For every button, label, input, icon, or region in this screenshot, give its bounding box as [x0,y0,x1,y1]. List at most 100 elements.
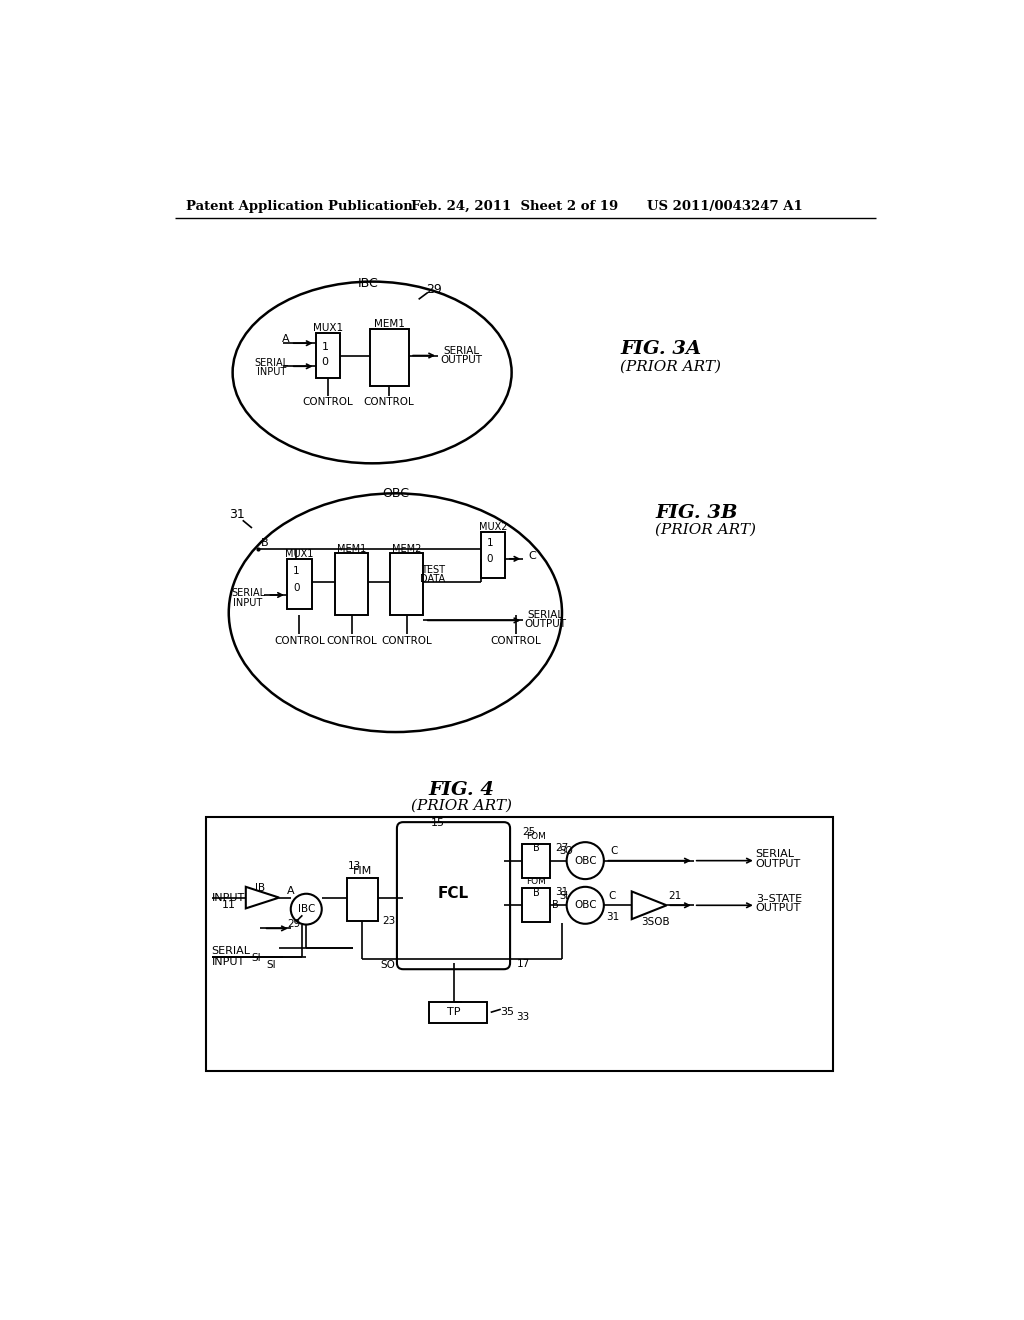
Text: 31: 31 [555,887,568,898]
Text: OBC: OBC [573,855,597,866]
Text: INPUT: INPUT [233,598,263,607]
Text: 31: 31 [228,508,245,520]
Text: FOM: FOM [526,876,546,886]
Text: CONTROL: CONTROL [364,397,415,407]
Text: FIM: FIM [352,866,372,876]
Text: SERIAL: SERIAL [231,589,265,598]
Text: SERIAL: SERIAL [527,610,563,620]
Text: 35: 35 [500,1007,514,1018]
Text: CONTROL: CONTROL [327,636,377,647]
Text: FIG. 3B: FIG. 3B [655,504,737,521]
Text: OUTPUT: OUTPUT [756,859,801,869]
Text: 3–STATE: 3–STATE [756,894,802,904]
Text: C: C [608,891,615,902]
Text: MEM2: MEM2 [392,544,421,554]
Text: INPUT: INPUT [257,367,286,378]
Text: SERIAL: SERIAL [212,946,251,957]
Circle shape [566,887,604,924]
Text: 1: 1 [293,566,299,576]
Text: IBC: IBC [357,277,379,289]
Text: OBC: OBC [573,900,597,911]
Text: SI: SI [251,953,261,962]
Bar [346,878,378,921]
Text: A: A [287,887,295,896]
Text: SERIAL: SERIAL [756,850,795,859]
Text: B: B [552,900,558,911]
Text: CONTROL: CONTROL [490,636,541,647]
Text: 0: 0 [293,583,299,593]
Text: MUX2: MUX2 [479,523,507,532]
Text: SI: SI [560,891,568,902]
Text: 29: 29 [426,282,442,296]
Text: 29: 29 [287,919,300,929]
Text: A: A [283,334,290,343]
Text: B: B [532,842,540,853]
Bar [315,333,340,378]
Bar [287,558,311,609]
Text: OUTPUT: OUTPUT [524,619,566,630]
Text: FIG. 4: FIG. 4 [428,781,495,799]
Bar [521,843,550,878]
Text: 1: 1 [322,342,329,352]
Text: 15: 15 [431,818,445,828]
Text: FIG. 3A: FIG. 3A [621,341,701,358]
Bar [370,330,409,385]
Circle shape [566,842,604,879]
Text: FCL: FCL [438,886,469,902]
Text: 33: 33 [517,1012,529,1022]
Bar [480,532,506,578]
Text: INPUT: INPUT [212,892,245,903]
Bar [429,1002,486,1023]
Bar [206,817,834,1071]
Text: MUX1: MUX1 [285,549,313,560]
Text: CONTROL: CONTROL [302,397,353,407]
Text: MEM1: MEM1 [374,319,404,329]
Text: IB: IB [255,883,265,892]
Text: (PRIOR ART): (PRIOR ART) [621,359,721,374]
Text: SERIAL: SERIAL [443,346,479,356]
Text: B: B [261,537,269,548]
Text: 1: 1 [486,537,494,548]
Text: 27: 27 [555,842,568,853]
Text: OBC: OBC [382,487,409,500]
Text: MEM1: MEM1 [337,544,367,554]
Text: FOM: FOM [526,833,546,841]
Text: 23: 23 [382,916,395,925]
Text: 31: 31 [606,912,620,921]
Text: TP: TP [447,1007,461,1018]
Text: (PRIOR ART): (PRIOR ART) [655,523,756,536]
Text: OUTPUT: OUTPUT [756,903,801,913]
Text: C: C [528,550,536,561]
Text: 0: 0 [322,358,329,367]
Circle shape [291,894,322,924]
Bar [335,553,369,615]
Text: 13: 13 [348,861,360,871]
Text: INPUT: INPUT [212,957,245,966]
Text: 0: 0 [486,554,494,564]
Text: 21: 21 [669,891,682,902]
Bar [390,553,423,615]
FancyBboxPatch shape [397,822,510,969]
Text: B: B [532,888,540,898]
Text: SI: SI [266,961,276,970]
Text: SO: SO [380,961,395,970]
Text: Feb. 24, 2011  Sheet 2 of 19: Feb. 24, 2011 Sheet 2 of 19 [411,199,618,213]
Text: 3SOB: 3SOB [641,917,670,927]
Bar [521,888,550,923]
Text: C: C [610,846,617,855]
Text: SO: SO [560,846,573,857]
Text: 17: 17 [517,958,529,969]
Text: CONTROL: CONTROL [381,636,432,647]
Text: 25: 25 [522,828,536,837]
Text: Patent Application Publication: Patent Application Publication [186,199,413,213]
Text: SERIAL: SERIAL [254,358,289,368]
Text: US 2011/0043247 A1: US 2011/0043247 A1 [647,199,803,213]
Text: (PRIOR ART): (PRIOR ART) [411,799,512,812]
Text: 11: 11 [222,900,236,911]
Text: MUX1: MUX1 [313,323,343,333]
Text: CONTROL: CONTROL [273,636,325,647]
Text: IBC: IBC [298,904,315,915]
Text: TEST: TEST [421,565,444,576]
Text: DATA: DATA [420,574,445,583]
Text: OUTPUT: OUTPUT [440,355,482,366]
